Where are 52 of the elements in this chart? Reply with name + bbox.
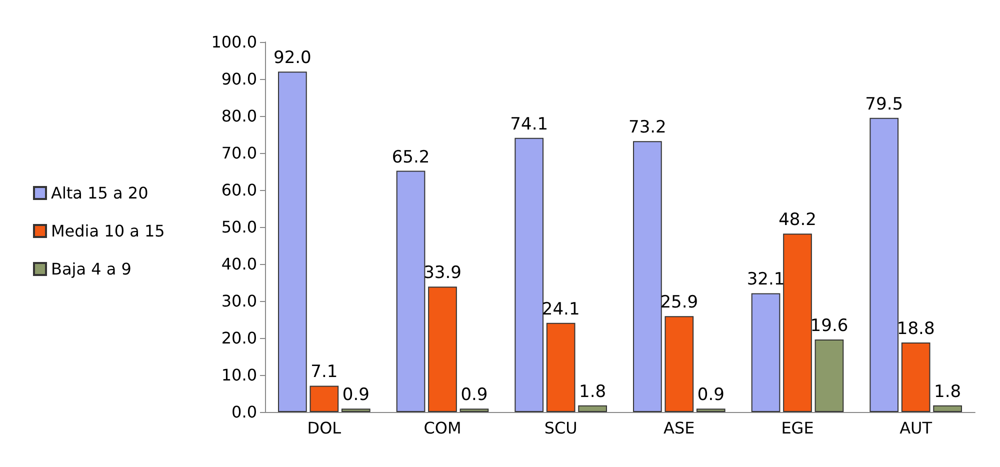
data-label: 0.9: [342, 385, 370, 406]
data-label: 92.0: [274, 48, 312, 68]
legend-label: Media 10 a 15: [51, 222, 165, 240]
bar: [428, 286, 457, 412]
x-tick-label: EGE: [781, 418, 814, 438]
x-tick-label: ASE: [664, 418, 695, 438]
bar: [696, 408, 726, 412]
x-tick-label: SCU: [544, 418, 578, 438]
bar: [546, 322, 576, 412]
data-label: 48.2: [778, 210, 816, 230]
bar: [664, 316, 694, 412]
data-label: 73.2: [628, 118, 666, 138]
bar: [396, 170, 426, 412]
y-tick-label: 10.0: [221, 366, 257, 384]
x-tick-label: COM: [424, 418, 462, 438]
bar: [751, 293, 780, 412]
data-label: 74.1: [510, 114, 548, 134]
x-tick-label: AUT: [900, 418, 932, 438]
y-tick-label: 30.0: [221, 292, 257, 310]
bar: [578, 405, 607, 412]
bar: [310, 386, 339, 412]
bar: [933, 405, 962, 412]
y-tick-label: 20.0: [221, 328, 257, 348]
y-tick-label: 100.0: [211, 32, 257, 52]
data-label: 1.8: [934, 382, 962, 402]
y-tick-label: 80.0: [221, 106, 257, 126]
data-label: 0.9: [460, 385, 488, 406]
bar: [460, 408, 489, 412]
bar: [278, 72, 307, 412]
y-tick-label: 70.0: [221, 144, 257, 162]
data-label: 7.1: [310, 362, 338, 382]
data-label: 18.8: [896, 318, 935, 339]
data-label: 1.8: [579, 382, 606, 402]
bar: [901, 342, 930, 412]
data-label: 65.2: [392, 147, 430, 168]
bar: [814, 339, 844, 412]
y-tick-label: 0.0: [232, 402, 257, 422]
data-label: 0.9: [697, 385, 724, 406]
legend-label: Alta 15 a 20: [51, 184, 148, 202]
y-tick-label: 40.0: [221, 254, 257, 274]
bar: [341, 408, 370, 412]
y-tick-label: 60.0: [221, 180, 257, 200]
y-tick-label: 50.0: [221, 218, 257, 236]
data-label: 19.6: [810, 316, 848, 336]
x-tick-label: DOL: [307, 418, 342, 438]
data-label: 79.5: [865, 94, 904, 114]
bar: [633, 141, 662, 412]
legend-label: Baja 4 a 9: [51, 260, 132, 278]
bar: [783, 234, 812, 412]
bar: [870, 118, 899, 412]
bar: [514, 138, 544, 412]
y-tick-label: 90.0: [221, 70, 257, 88]
